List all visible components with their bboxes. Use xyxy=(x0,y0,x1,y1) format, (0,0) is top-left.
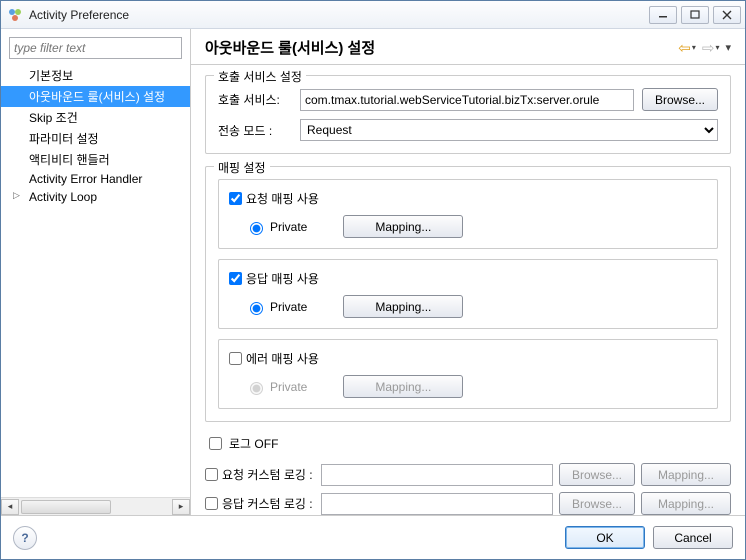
window-title: Activity Preference xyxy=(29,8,645,22)
help-button[interactable]: ? xyxy=(13,526,37,550)
error-private-radio xyxy=(250,382,263,395)
response-logging-label: 응답 커스텀 로깅 : xyxy=(222,495,313,512)
nav-item-skip-condition[interactable]: Skip 조건 xyxy=(1,107,190,128)
error-use-checkbox[interactable] xyxy=(229,352,242,365)
response-logging-checkbox[interactable] xyxy=(205,497,218,510)
dialog-body: 기본정보 아웃바운드 룰(서비스) 설정 Skip 조건 파라미터 설정 액티비… xyxy=(1,29,745,515)
app-icon xyxy=(7,7,23,23)
error-mapping-subgroup: 에러 매핑 사용 Private Mapping... xyxy=(218,339,718,409)
nav-tree: 기본정보 아웃바운드 룰(서비스) 설정 Skip 조건 파라미터 설정 액티비… xyxy=(1,63,190,497)
call-service-group-title: 호출 서비스 설정 xyxy=(214,68,306,85)
error-private-row: Private Mapping... xyxy=(229,375,707,398)
request-private-radio-label[interactable]: Private xyxy=(245,219,307,235)
titlebar: Activity Preference xyxy=(1,1,745,29)
main-header: 아웃바운드 룰(서비스) 설정 ⇦ ▾ ⇨ ▾ ▾ xyxy=(191,29,745,65)
dialog-window: Activity Preference 기본정보 아웃바운드 룰(서비스) 설정… xyxy=(0,0,746,560)
error-private-text: Private xyxy=(270,380,307,394)
error-mapping-button: Mapping... xyxy=(343,375,463,398)
service-browse-button[interactable]: Browse... xyxy=(642,88,718,111)
response-logging-row: 응답 커스텀 로깅 : Browse... Mapping... xyxy=(205,492,731,515)
nav-item-outbound-rule[interactable]: 아웃바운드 룰(서비스) 설정 xyxy=(1,86,190,107)
page-title: 아웃바운드 룰(서비스) 설정 xyxy=(205,37,676,58)
request-logging-browse-button: Browse... xyxy=(559,463,635,486)
nav-item-activity-handler[interactable]: 액티비티 핸들러 xyxy=(1,149,190,170)
dialog-footer: ? OK Cancel xyxy=(1,515,745,559)
view-menu-button[interactable]: ▾ xyxy=(723,40,733,55)
response-logging-mapping-button: Mapping... xyxy=(641,492,731,515)
view-menu-icon: ▾ xyxy=(725,41,731,54)
main-panel: 아웃바운드 룰(서비스) 설정 ⇦ ▾ ⇨ ▾ ▾ xyxy=(191,29,745,515)
response-mapping-button[interactable]: Mapping... xyxy=(343,295,463,318)
sidebar-scrollbar[interactable]: ◂ ▸ xyxy=(1,497,190,515)
content-area: 호출 서비스 설정 호출 서비스: Browse... 전송 모드 : Requ… xyxy=(191,65,745,515)
transport-select[interactable]: Request xyxy=(300,119,718,141)
filter-wrap xyxy=(1,29,190,63)
filter-input[interactable] xyxy=(9,37,182,59)
back-icon: ⇦ xyxy=(678,39,691,57)
scroll-right-arrow[interactable]: ▸ xyxy=(172,499,190,515)
log-off-row: 로그 OFF xyxy=(205,434,731,453)
error-private-radio-label: Private xyxy=(245,379,307,395)
transport-row: 전송 모드 : Request xyxy=(218,119,718,141)
nav-item-activity-loop[interactable]: Activity Loop xyxy=(1,188,190,206)
service-input[interactable] xyxy=(300,89,634,111)
response-logging-input[interactable] xyxy=(321,493,553,515)
error-use-label: 에러 매핑 사용 xyxy=(246,350,319,367)
scroll-thumb[interactable] xyxy=(21,500,111,514)
close-button[interactable] xyxy=(713,6,741,24)
call-service-group: 호출 서비스 설정 호출 서비스: Browse... 전송 모드 : Requ… xyxy=(205,75,731,154)
nav-item-parameter[interactable]: 파라미터 설정 xyxy=(1,128,190,149)
scroll-left-arrow[interactable]: ◂ xyxy=(1,499,19,515)
request-logging-row: 요청 커스텀 로깅 : Browse... Mapping... xyxy=(205,463,731,486)
ok-button[interactable]: OK xyxy=(565,526,645,549)
forward-button[interactable]: ⇨ ▾ xyxy=(700,38,722,58)
history-nav: ⇦ ▾ ⇨ ▾ ▾ xyxy=(676,38,733,58)
error-use-row: 에러 매핑 사용 xyxy=(229,350,707,367)
forward-icon: ⇨ xyxy=(702,39,715,57)
request-private-text: Private xyxy=(270,220,307,234)
request-logging-mapping-button: Mapping... xyxy=(641,463,731,486)
response-private-radio[interactable] xyxy=(250,302,263,315)
response-private-radio-label[interactable]: Private xyxy=(245,299,307,315)
back-button[interactable]: ⇦ ▾ xyxy=(676,38,698,58)
response-mapping-subgroup: 응답 매핑 사용 Private Mapping... xyxy=(218,259,718,329)
minimize-button[interactable] xyxy=(649,6,677,24)
service-label: 호출 서비스: xyxy=(218,91,292,108)
request-logging-input[interactable] xyxy=(321,464,553,486)
back-menu-icon: ▾ xyxy=(692,43,696,52)
nav-item-error-handler[interactable]: Activity Error Handler xyxy=(1,170,190,188)
log-off-checkbox[interactable] xyxy=(209,437,222,450)
response-private-row: Private Mapping... xyxy=(229,295,707,318)
cancel-button[interactable]: Cancel xyxy=(653,526,733,549)
request-logging-checkbox[interactable] xyxy=(205,468,218,481)
log-off-label: 로그 OFF xyxy=(229,435,278,452)
request-logging-label: 요청 커스텀 로깅 : xyxy=(222,466,313,483)
request-mapping-button[interactable]: Mapping... xyxy=(343,215,463,238)
forward-menu-icon: ▾ xyxy=(715,43,719,52)
request-use-checkbox[interactable] xyxy=(229,192,242,205)
request-mapping-subgroup: 요청 매핑 사용 Private Mapping... xyxy=(218,179,718,249)
request-use-label: 요청 매핑 사용 xyxy=(246,190,319,207)
request-use-row: 요청 매핑 사용 xyxy=(229,190,707,207)
transport-label: 전송 모드 : xyxy=(218,122,292,139)
response-logging-browse-button: Browse... xyxy=(559,492,635,515)
request-private-radio[interactable] xyxy=(250,222,263,235)
service-row: 호출 서비스: Browse... xyxy=(218,88,718,111)
mapping-group-title: 매핑 설정 xyxy=(214,159,270,176)
response-private-text: Private xyxy=(270,300,307,314)
mapping-group: 매핑 설정 요청 매핑 사용 Private Mapping... xyxy=(205,166,731,422)
response-use-label: 응답 매핑 사용 xyxy=(246,270,319,287)
response-use-row: 응답 매핑 사용 xyxy=(229,270,707,287)
sidebar: 기본정보 아웃바운드 룰(서비스) 설정 Skip 조건 파라미터 설정 액티비… xyxy=(1,29,191,515)
maximize-button[interactable] xyxy=(681,6,709,24)
request-private-row: Private Mapping... xyxy=(229,215,707,238)
response-use-checkbox[interactable] xyxy=(229,272,242,285)
nav-item-basic[interactable]: 기본정보 xyxy=(1,65,190,86)
